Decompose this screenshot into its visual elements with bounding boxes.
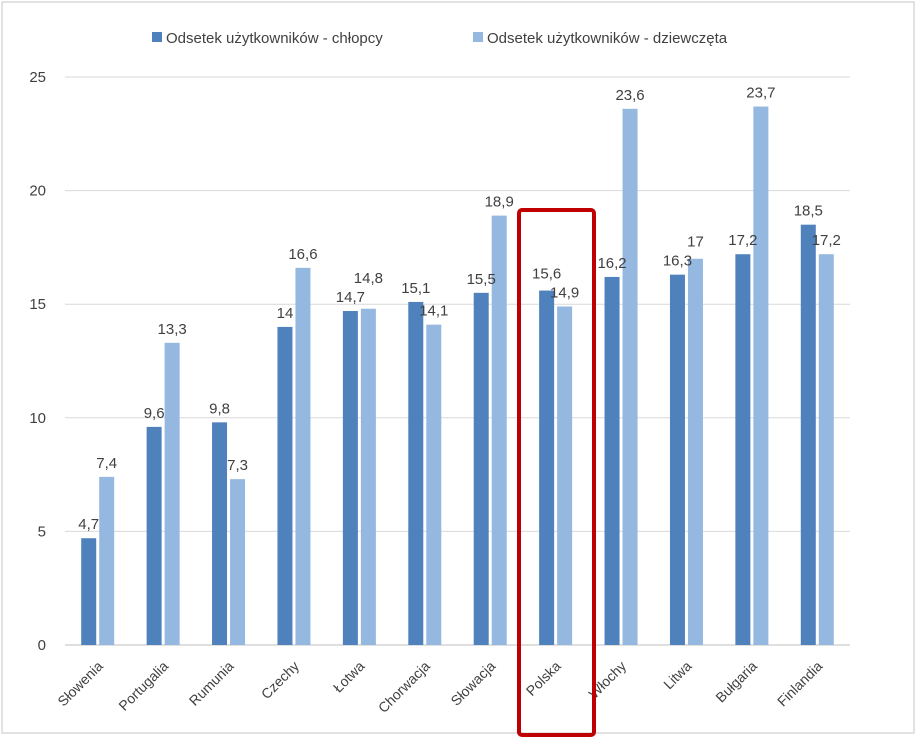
data-label: 9,8 bbox=[209, 400, 230, 417]
legend-label-girls: Odsetek użytkowników - dziewczęta bbox=[487, 30, 728, 47]
data-label: 18,9 bbox=[485, 194, 514, 211]
data-label: 14,9 bbox=[550, 284, 579, 301]
data-label: 15,6 bbox=[532, 265, 561, 282]
data-label: 17,2 bbox=[728, 232, 757, 249]
legend-swatch-girls bbox=[473, 32, 483, 42]
y-tick-label: 20 bbox=[29, 183, 46, 200]
data-label: 17,2 bbox=[812, 232, 841, 249]
legend: Odsetek użytkowników - chłopcy Odsetek u… bbox=[152, 30, 728, 47]
legend-label-boys: Odsetek użytkowników - chłopcy bbox=[166, 30, 383, 47]
y-tick-label: 0 bbox=[38, 637, 46, 654]
bar-girls bbox=[557, 306, 573, 645]
bar-boys bbox=[735, 254, 751, 645]
data-label: 15,5 bbox=[467, 271, 496, 288]
bar-boys bbox=[539, 290, 555, 645]
bar-boys bbox=[81, 538, 97, 645]
y-tick-label: 25 bbox=[29, 69, 46, 86]
bar-boys bbox=[212, 422, 228, 645]
chart-border bbox=[1, 1, 915, 734]
bar-girls bbox=[99, 476, 115, 645]
data-label: 16,6 bbox=[288, 246, 317, 263]
bar-girls bbox=[753, 106, 769, 645]
bar-boys bbox=[342, 311, 358, 645]
bar-girls bbox=[622, 108, 638, 646]
data-label: 13,3 bbox=[158, 321, 187, 338]
data-label: 7,4 bbox=[96, 455, 117, 472]
bar-girls bbox=[818, 254, 834, 645]
data-label: 16,3 bbox=[663, 253, 692, 270]
data-label: 14,7 bbox=[336, 289, 365, 306]
bar-girls bbox=[687, 258, 703, 645]
data-label: 7,3 bbox=[227, 457, 248, 474]
data-label: 15,1 bbox=[401, 280, 430, 297]
data-label: 9,6 bbox=[144, 405, 165, 422]
bar-girls bbox=[491, 215, 507, 646]
data-label: 16,2 bbox=[597, 255, 626, 272]
bar-boys bbox=[473, 292, 489, 645]
data-label: 17 bbox=[687, 234, 704, 251]
data-label: 23,6 bbox=[615, 87, 644, 104]
bar-girls bbox=[164, 342, 180, 645]
bar-boys bbox=[800, 224, 816, 645]
data-label: 14,8 bbox=[354, 270, 383, 287]
y-tick-label: 5 bbox=[38, 523, 46, 540]
bar-boys bbox=[408, 301, 424, 645]
bar-girls bbox=[295, 267, 311, 645]
bar-girls bbox=[360, 308, 376, 645]
bar-boys bbox=[277, 326, 293, 645]
y-tick-label: 15 bbox=[29, 296, 46, 313]
data-label: 4,7 bbox=[78, 516, 99, 533]
data-label: 18,5 bbox=[794, 203, 823, 220]
highlight-box-polska bbox=[517, 208, 596, 737]
data-label: 14,1 bbox=[419, 303, 448, 320]
bar-boys bbox=[146, 426, 162, 645]
bar-boys bbox=[604, 276, 620, 645]
bar-girls bbox=[426, 324, 442, 645]
bar-girls bbox=[230, 479, 246, 645]
data-label: 23,7 bbox=[746, 85, 775, 102]
y-tick-label: 10 bbox=[29, 410, 46, 427]
legend-swatch-boys bbox=[152, 32, 162, 42]
data-label: 14 bbox=[277, 305, 294, 322]
bar-boys bbox=[669, 274, 685, 645]
